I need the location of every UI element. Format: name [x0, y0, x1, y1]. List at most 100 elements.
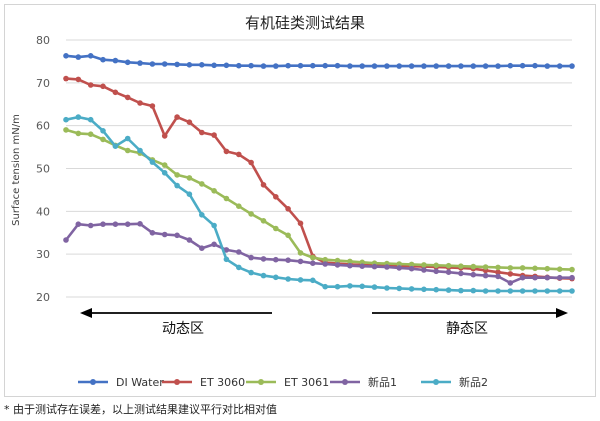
data-point	[211, 132, 217, 138]
data-point	[285, 257, 291, 264]
data-point	[161, 170, 168, 176]
data-point	[507, 280, 514, 286]
data-point	[433, 262, 440, 269]
series-lines	[63, 53, 575, 294]
data-point	[63, 75, 69, 82]
data-point	[124, 147, 131, 154]
data-point	[322, 256, 329, 263]
data-point	[421, 63, 427, 69]
data-point	[421, 262, 427, 268]
data-point	[124, 135, 131, 142]
data-point	[161, 61, 168, 67]
data-point	[112, 143, 119, 149]
data-point	[100, 56, 106, 63]
legend-marker-2	[258, 379, 264, 385]
data-point	[273, 274, 279, 281]
data-point	[482, 288, 489, 294]
data-point	[87, 82, 94, 88]
y-tick-labels: 20 30 40 50 60 70 80	[36, 34, 50, 304]
series-line-4	[65, 115, 572, 293]
legend-label-2: ET 3061	[284, 376, 329, 389]
data-point	[470, 263, 477, 270]
data-point	[421, 286, 427, 293]
data-point	[199, 212, 205, 218]
data-point	[433, 63, 440, 69]
data-point	[199, 181, 205, 187]
data-point	[137, 221, 143, 227]
data-point	[199, 62, 205, 68]
data-point	[236, 264, 242, 271]
data-point	[310, 62, 316, 69]
y-tick-label: 30	[36, 248, 50, 261]
data-point	[347, 283, 353, 289]
data-point	[495, 264, 501, 271]
data-point	[211, 222, 217, 229]
data-point	[396, 265, 403, 271]
data-point	[347, 258, 353, 265]
data-point	[384, 264, 390, 270]
data-point	[359, 63, 366, 69]
data-point	[75, 221, 82, 227]
data-point	[63, 127, 69, 133]
data-point	[137, 60, 143, 66]
data-point	[384, 285, 390, 291]
legend-label-0: DI Water	[116, 376, 164, 389]
data-point	[174, 182, 180, 189]
data-point	[137, 100, 143, 106]
y-tick-label: 70	[36, 77, 50, 90]
data-point	[63, 53, 69, 59]
data-point	[174, 172, 180, 178]
data-point	[149, 159, 156, 165]
data-point	[495, 273, 501, 280]
data-point	[199, 245, 205, 251]
data-point	[470, 271, 477, 278]
data-point	[75, 76, 82, 83]
data-point	[569, 266, 575, 273]
zone-annotations: 动态区 静态区	[80, 308, 568, 337]
series-line-1	[65, 77, 573, 280]
data-point	[285, 62, 291, 69]
data-point	[285, 276, 291, 282]
data-point	[100, 136, 106, 143]
data-point	[186, 237, 193, 243]
data-point	[347, 262, 353, 269]
data-point	[297, 258, 304, 265]
data-point	[223, 195, 230, 202]
data-point	[273, 63, 279, 69]
data-point	[359, 283, 366, 290]
data-point	[408, 286, 415, 292]
data-point	[556, 288, 563, 294]
data-point	[396, 63, 403, 69]
data-point	[482, 63, 489, 69]
data-point	[458, 263, 464, 270]
dynamic-zone-label: 动态区	[162, 321, 204, 337]
y-tick-label: 60	[36, 120, 50, 133]
data-point	[519, 274, 526, 281]
data-point	[223, 148, 230, 155]
data-point	[186, 175, 193, 181]
data-point	[63, 116, 69, 123]
data-point	[322, 261, 329, 267]
data-point	[532, 274, 538, 281]
data-point	[248, 159, 254, 166]
data-point	[161, 231, 168, 238]
data-point	[137, 147, 143, 154]
data-point	[519, 62, 526, 69]
data-point	[532, 288, 538, 294]
data-point	[75, 130, 82, 137]
data-point	[260, 218, 267, 224]
data-point	[112, 89, 119, 96]
data-point	[260, 182, 267, 188]
y-tick-label: 50	[36, 163, 50, 176]
chart-title: 有机硅类测试结果	[245, 14, 365, 32]
data-point	[124, 221, 131, 227]
data-point	[260, 272, 267, 279]
data-point	[236, 249, 242, 255]
data-point	[211, 241, 217, 248]
data-point	[223, 256, 230, 263]
data-point	[273, 225, 279, 232]
data-point	[297, 220, 304, 227]
data-point	[556, 63, 563, 69]
data-point	[495, 63, 501, 69]
y-tick-label: 20	[36, 291, 50, 304]
